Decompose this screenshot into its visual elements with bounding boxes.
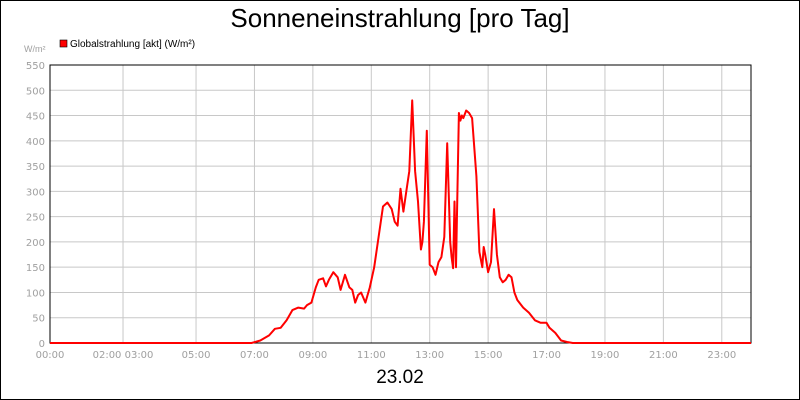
x-tick-label: 05:00 xyxy=(182,350,211,361)
y-axis-ticks: 0 50 100 150 200 250 300 350 400 450 500 550 xyxy=(26,61,45,350)
y-axis-unit-label: W/m² xyxy=(24,44,46,54)
y-tick-label: 150 xyxy=(26,263,45,274)
y-tick-label: 100 xyxy=(26,288,45,299)
chart-title: Sonneneinstrahlung [pro Tag] xyxy=(230,3,570,33)
legend-swatch-globalstrahlung xyxy=(59,39,68,48)
legend: Globalstrahlung [akt] (W/m²) xyxy=(59,39,195,50)
x-tick-label: 07:00 xyxy=(240,350,269,361)
x-tick-label: 13:00 xyxy=(415,350,444,361)
x-tick-label: 09:00 xyxy=(298,350,327,361)
x-tick-label: 17:00 xyxy=(532,350,561,361)
grid xyxy=(49,64,751,344)
x-axis-ticks: 00:00 02:00 03:00 05:00 07:00 09:00 11:00 13:0… xyxy=(36,350,737,361)
x-tick-label: 23:00 xyxy=(707,350,736,361)
x-tick-label: 02:00 03:00 xyxy=(93,350,154,361)
series-line-globalstrahlung xyxy=(50,99,751,344)
y-tick-label: 250 xyxy=(26,213,45,224)
legend-label-globalstrahlung: Globalstrahlung [akt] (W/m²) xyxy=(70,39,195,50)
y-tick-label: 350 xyxy=(26,162,45,173)
y-tick-label: 200 xyxy=(26,238,45,249)
x-tick-label: 00:00 xyxy=(36,350,65,361)
y-tick-label: 450 xyxy=(26,112,45,123)
y-tick-label: 550 xyxy=(26,61,45,72)
date-label: 23.02 xyxy=(376,367,424,388)
y-tick-label: 400 xyxy=(26,137,45,148)
x-tick-label: 15:00 xyxy=(474,350,503,361)
y-tick-label: 50 xyxy=(32,314,45,325)
plot-area xyxy=(49,64,752,344)
y-tick-label: 500 xyxy=(26,86,45,97)
x-tick-label: 11:00 xyxy=(357,350,386,361)
x-tick-label: 21:00 xyxy=(649,350,678,361)
x-tick-label: 19:00 xyxy=(591,350,620,361)
series-layer xyxy=(50,99,751,344)
y-tick-label: 300 xyxy=(26,187,45,198)
y-tick-label: 0 xyxy=(39,339,45,350)
